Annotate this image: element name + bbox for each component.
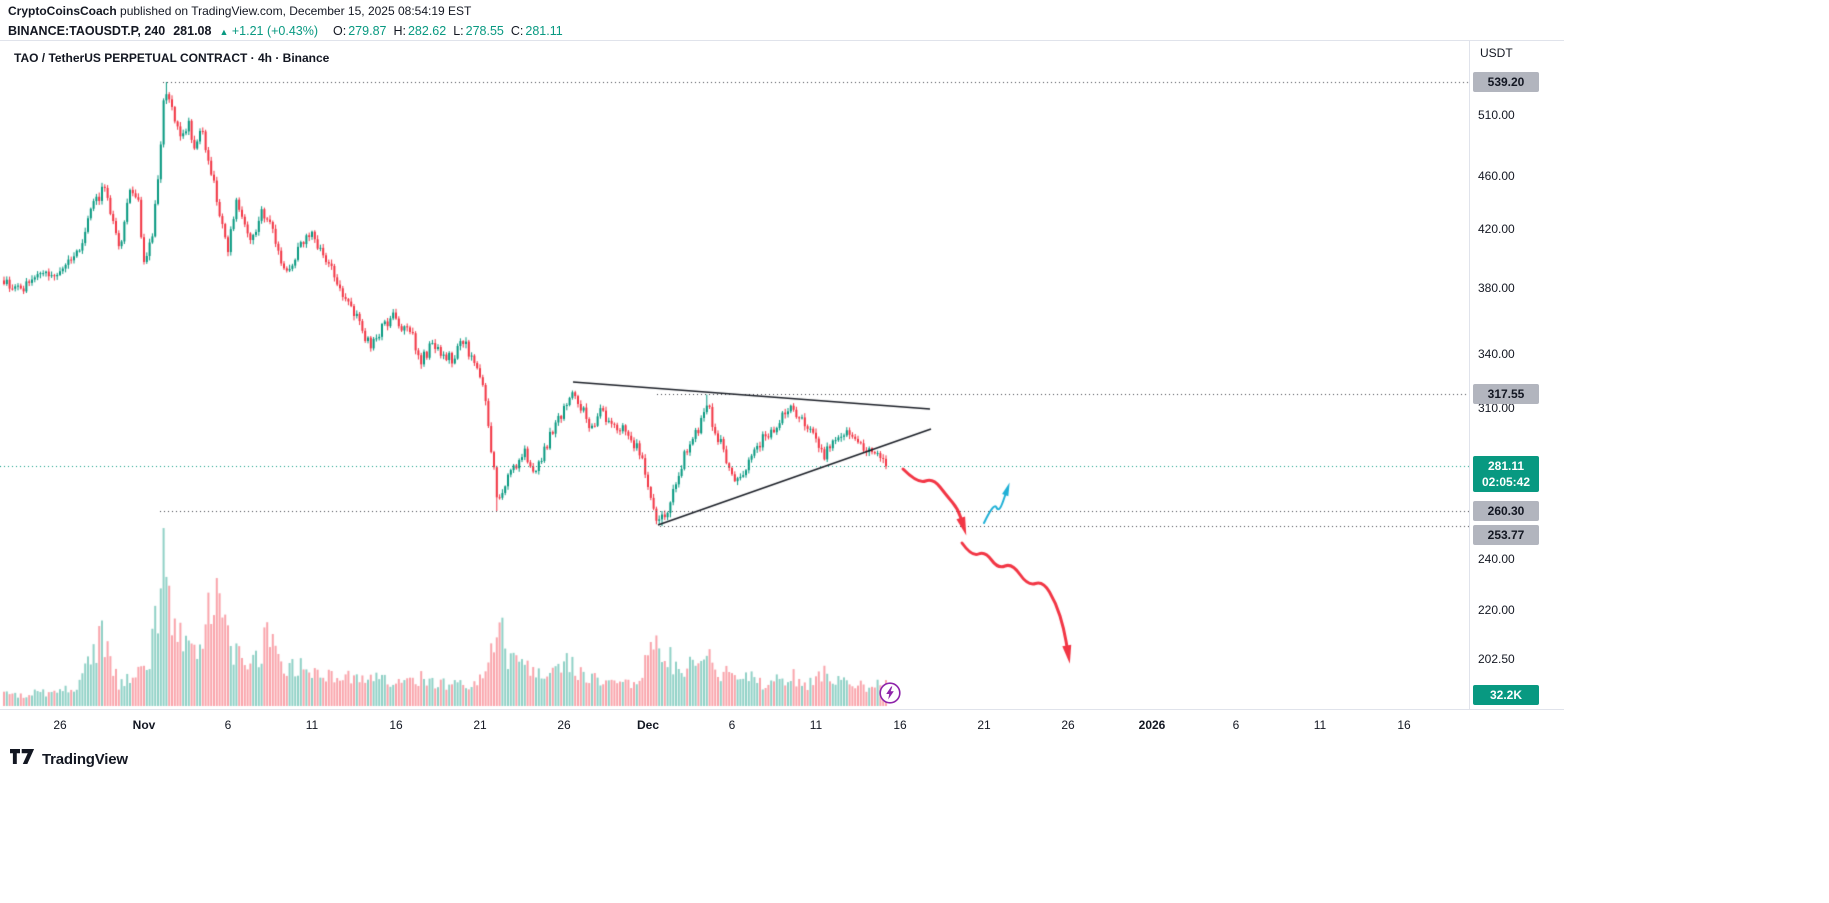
chart-area: TAO / TetherUS PERPETUAL CONTRACT · 4h ·… <box>0 40 1564 740</box>
price-axis-label: 310.00 <box>1478 401 1515 416</box>
time-axis-label: 16 <box>1397 718 1411 732</box>
last-price-value: 281.08 <box>173 24 212 38</box>
time-axis-label: 21 <box>977 718 991 732</box>
price-level-badge: 260.30 <box>1473 501 1539 522</box>
price-axis-label: 240.00 <box>1478 551 1515 566</box>
time-axis-label: 26 <box>557 718 571 732</box>
change-value: +1.21 (+0.43%) <box>231 24 319 38</box>
low-label: L: <box>453 24 464 38</box>
price-change: ▲ +1.21 (+0.43%) <box>219 24 318 38</box>
ohlc-values: O: 279.87 H: 282.62 L: 278.55 C: 281.11 <box>326 24 563 38</box>
price-chart-canvas[interactable] <box>0 41 1469 709</box>
time-axis-label: 2026 <box>1138 718 1166 732</box>
flash-icon[interactable] <box>879 682 901 704</box>
time-axis-label: 26 <box>53 718 67 732</box>
price-level-badge: 539.20 <box>1473 72 1539 92</box>
time-axis-label: 16 <box>389 718 403 732</box>
time-axis-label: 6 <box>1232 718 1240 732</box>
high-value: 282.62 <box>407 24 447 38</box>
tradingview-logo-icon[interactable] <box>10 749 35 770</box>
low-value: 278.55 <box>465 24 504 38</box>
high-label: H: <box>393 24 406 38</box>
open-label: O: <box>333 24 347 38</box>
price-axis-label: 510.00 <box>1478 107 1515 122</box>
time-axis-label: 26 <box>1061 718 1075 732</box>
time-axis-label: 16 <box>893 718 907 732</box>
time-axis-label: 11 <box>305 718 319 732</box>
time-axis-label: 21 <box>473 718 487 732</box>
close-label: C: <box>510 24 524 38</box>
price-axis-label: 420.00 <box>1478 222 1515 237</box>
footer: TradingView <box>10 749 128 770</box>
up-triangle-icon: ▲ <box>219 27 229 37</box>
lightning-bolt-icon <box>879 682 901 704</box>
author-name: CryptoCoinsCoach <box>8 4 117 18</box>
time-axis-label: 11 <box>1313 718 1327 732</box>
time-axis-label: 6 <box>224 718 232 732</box>
price-axis-label: 340.00 <box>1478 346 1515 361</box>
open-value: 279.87 <box>348 24 387 38</box>
symbol-name: BINANCE:TAOUSDT.P, 240 <box>8 24 166 38</box>
price-axis-label: 380.00 <box>1478 281 1515 296</box>
price-level-badge: 317.55 <box>1473 383 1539 404</box>
attribution-text: published on TradingView.com, December 1… <box>116 4 472 18</box>
attribution-bar: CryptoCoinsCoach published on TradingVie… <box>0 0 1564 22</box>
tradingview-brand[interactable]: TradingView <box>42 751 128 768</box>
price-axis-label: 202.50 <box>1478 652 1515 666</box>
time-axis-label: Dec <box>636 718 660 732</box>
currency-label: USDT <box>1480 46 1513 60</box>
symbol-info-bar: BINANCE:TAOUSDT.P, 240 281.08 ▲ +1.21 (+… <box>0 22 1564 40</box>
price-axis-label: 220.00 <box>1478 603 1515 618</box>
current-price-badge: 281.11 02:05:42 <box>1473 455 1539 492</box>
time-axis-label: Nov <box>132 718 156 732</box>
time-axis-label: 6 <box>728 718 736 732</box>
volume-badge: 32.2K <box>1473 685 1539 705</box>
price-axis[interactable]: USDT 510.00 460.00 420.00 380.00 340.00 310.0… <box>1469 41 1564 709</box>
time-axis[interactable]: 26 Nov 6 11 16 21 26 Dec 6 11 16 21 26 2026 6 11 16 <box>0 709 1564 741</box>
time-axis-label: 11 <box>809 718 823 732</box>
price-level-badge: 253.77 <box>1473 525 1539 546</box>
chart-title: TAO / TetherUS PERPETUAL CONTRACT · 4h ·… <box>14 51 330 65</box>
price-axis-label: 460.00 <box>1478 168 1515 183</box>
close-value: 281.11 <box>525 24 563 38</box>
